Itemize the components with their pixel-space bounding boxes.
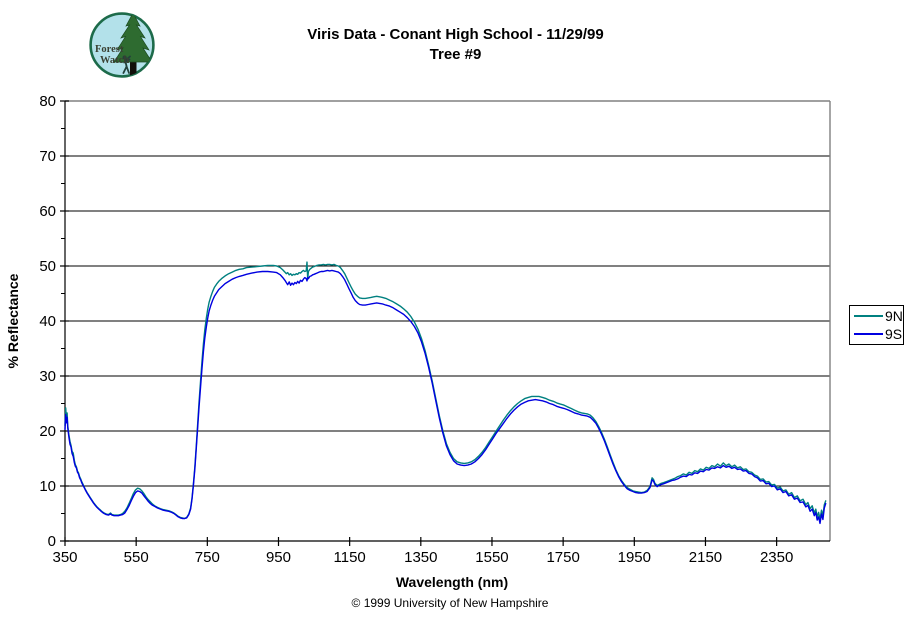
legend-line-9s	[854, 333, 883, 335]
x-tick-label: 1750	[546, 549, 579, 566]
x-tick-label: 2350	[760, 549, 793, 566]
x-tick-label: 1950	[618, 549, 651, 566]
x-axis-title: Wavelength (nm)	[395, 574, 509, 590]
y-tick-label: 30	[39, 368, 56, 385]
y-tick-label: 70	[39, 148, 56, 165]
legend: 9N 9S	[849, 305, 904, 345]
pine-tree-icon	[113, 13, 153, 63]
y-tick-label: 20	[39, 423, 56, 440]
copyright-text: © 1999 University of New Hampshire	[351, 596, 549, 610]
y-tick-label: 0	[48, 533, 56, 550]
chart-subtitle: Tree #9	[429, 46, 482, 63]
legend-item-9n: 9N	[850, 307, 903, 324]
y-tick-label: 40	[39, 313, 56, 330]
logo-text-forest: Forest	[95, 44, 124, 55]
y-tick-label: 10	[39, 478, 56, 495]
x-tick-label: 750	[195, 549, 220, 566]
y-tick-label: 80	[39, 93, 56, 110]
x-tick-label: 950	[266, 549, 291, 566]
legend-label-9s: 9S	[885, 325, 903, 342]
legend-label-9n: 9N	[885, 307, 903, 324]
y-tick-label: 60	[39, 203, 56, 220]
series-9S-line	[64, 269, 827, 525]
person-icon	[122, 55, 131, 74]
forest-watch-logo: Forest Watch	[89, 12, 155, 78]
legend-item-9s: 9S	[850, 325, 903, 342]
chart-title-block: Viris Data - Conant High School - 11/29/…	[0, 25, 911, 65]
logo-text-watch: Watch	[100, 55, 129, 66]
chart-title: Viris Data - Conant High School - 11/29/…	[307, 26, 604, 43]
x-tick-label: 550	[124, 549, 149, 566]
y-tick-label: 50	[39, 258, 56, 275]
x-tick-label: 1150	[334, 549, 366, 566]
series-9N-line	[64, 261, 827, 521]
x-tick-label: 2150	[689, 549, 722, 566]
x-tick-label: 1550	[475, 549, 508, 566]
y-axis-title: % Reflectance	[5, 273, 21, 369]
legend-line-9n	[854, 315, 883, 317]
x-tick-label: 350	[52, 549, 77, 566]
x-tick-label: 1350	[404, 549, 437, 566]
